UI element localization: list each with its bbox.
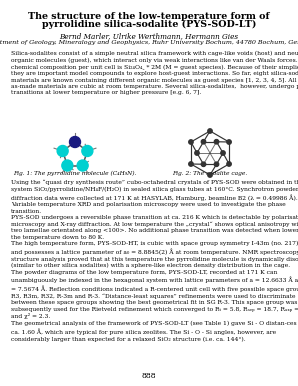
- Text: PYS-SOD undergoes a reversible phase transition at ca. 216 K which is detectable: PYS-SOD undergoes a reversible phase tra…: [11, 215, 298, 342]
- Circle shape: [201, 162, 206, 166]
- Text: Fig. 1: The pyrrolidine molecule (C₄H₉N).: Fig. 1: The pyrrolidine molecule (C₄H₉N)…: [13, 171, 137, 176]
- Text: Silica-sodalites consist of a simple neutral silica framework with cage-like voi: Silica-sodalites consist of a simple neu…: [11, 51, 298, 95]
- Circle shape: [201, 140, 206, 144]
- Circle shape: [195, 151, 199, 155]
- Text: Fig. 2: The sodalite cage.: Fig. 2: The sodalite cage.: [172, 171, 248, 176]
- Circle shape: [77, 160, 88, 171]
- Circle shape: [227, 162, 231, 166]
- Circle shape: [189, 140, 193, 144]
- Text: Using the “quasi dry synthesis route” cubo-octahedral crystals of PYS-SOD were o: Using the “quasi dry synthesis route” cu…: [11, 180, 298, 213]
- Text: Bernd Marler, Ulrike Werthmann, Hermann Gies: Bernd Marler, Ulrike Werthmann, Hermann …: [59, 32, 239, 40]
- Circle shape: [82, 146, 93, 156]
- Circle shape: [62, 160, 73, 171]
- Text: Department of Geology, Mineralogy and Geophysics, Ruhr University Bochum, 44780 : Department of Geology, Mineralogy and Ge…: [0, 40, 298, 45]
- Text: 888: 888: [142, 372, 156, 380]
- Circle shape: [214, 162, 219, 166]
- Circle shape: [69, 137, 80, 147]
- Circle shape: [214, 140, 219, 144]
- Circle shape: [57, 146, 68, 156]
- Text: The structure of the low-temperature form of: The structure of the low-temperature for…: [28, 12, 270, 21]
- Circle shape: [208, 173, 212, 177]
- Circle shape: [208, 129, 212, 133]
- Circle shape: [221, 151, 225, 155]
- Circle shape: [189, 162, 193, 166]
- Circle shape: [227, 140, 231, 144]
- Text: pyrrolidine silica-sodalite (PYS-SOD-LT): pyrrolidine silica-sodalite (PYS-SOD-LT): [42, 20, 256, 29]
